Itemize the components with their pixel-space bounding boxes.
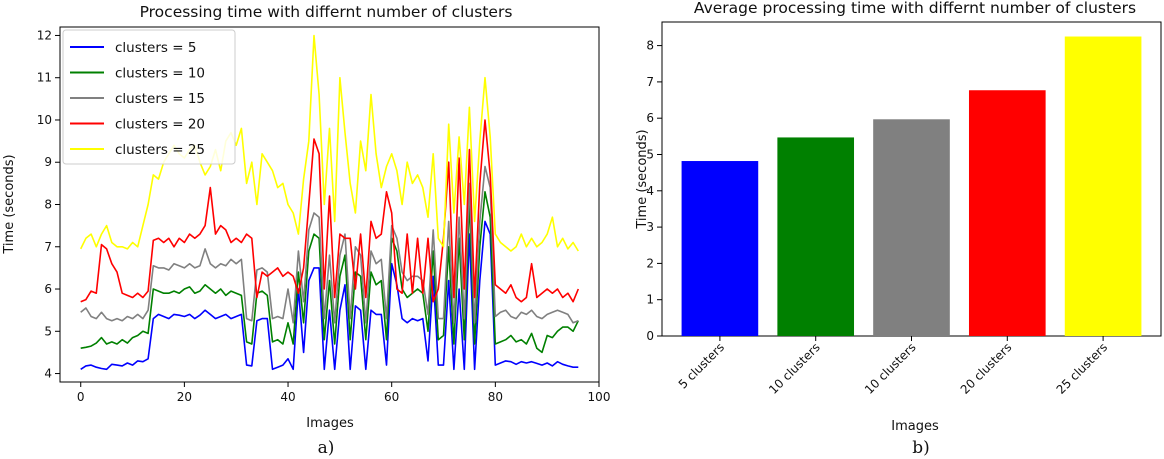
x-tick-label: 60 (384, 390, 399, 404)
bar-chart: Average processing time with differnt nu… (635, 0, 1162, 458)
bar-chart-x-axis-label: Images (891, 419, 939, 434)
x-tick-label: 80 (488, 390, 503, 404)
x-tick-label: 20 (177, 390, 192, 404)
x-tick-label: 40 (280, 390, 295, 404)
bar-1 (681, 161, 759, 336)
series-line-4 (80, 119, 580, 303)
line-chart-legend: clusters = 5 clusters = 10 clusters = 15 cl… (62, 29, 236, 165)
series-line-3 (80, 165, 579, 324)
bar-5 (1064, 36, 1142, 336)
bar-4 (968, 90, 1046, 336)
y-tick-label: 8 (44, 198, 52, 212)
y-tick-label: 4 (44, 367, 52, 381)
bar-chart-y-axis-label: Time (seconds) (635, 129, 650, 229)
bar-chart-caption: b) (912, 438, 930, 458)
y-tick-label: 7 (44, 240, 52, 254)
x-tick-label: 10 clusters (766, 340, 823, 397)
x-tick-label: 100 (588, 390, 611, 404)
x-tick-label: 5 clusters (676, 340, 727, 391)
x-tick-label: 0 (77, 390, 85, 404)
legend-label: clusters = 10 (115, 66, 205, 82)
y-tick-label: 5 (646, 147, 654, 161)
y-tick-label: 12 (37, 28, 52, 42)
line-chart-title: Processing time with differnt number of … (140, 3, 513, 21)
y-tick-label: 3 (646, 220, 654, 234)
series-line-1 (80, 220, 579, 371)
bar-chart-title: Average processing time with differnt nu… (694, 0, 1136, 17)
bar-2 (777, 137, 855, 336)
y-tick-label: 2 (646, 256, 654, 270)
x-tick-label: 25 clusters (1054, 340, 1111, 397)
line-chart: Processing time with differnt number of … (2, 3, 610, 458)
y-tick-label: 1 (646, 293, 654, 307)
legend-box (62, 29, 236, 165)
legend-label: clusters = 15 (115, 91, 205, 107)
y-tick-label: 6 (646, 111, 654, 125)
line-chart-y-axis-label: Time (seconds) (2, 154, 17, 254)
series-line-2 (80, 191, 580, 354)
line-chart-x-axis-label: Images (306, 416, 354, 431)
y-tick-label: 11 (37, 71, 52, 85)
x-tick-label: 10 clusters (862, 340, 919, 397)
bar-3 (873, 119, 950, 336)
y-tick-label: 0 (646, 329, 654, 343)
y-tick-label: 7 (646, 75, 654, 89)
y-tick-label: 9 (44, 155, 52, 169)
y-tick-label: 6 (44, 282, 52, 296)
y-tick-label: 5 (44, 324, 52, 338)
legend-label: clusters = 5 (115, 40, 196, 56)
y-tick-label: 8 (646, 39, 654, 53)
legend-label: clusters = 20 (115, 117, 205, 133)
x-tick-label: 20 clusters (958, 340, 1015, 397)
line-chart-caption: a) (318, 438, 335, 458)
y-tick-label: 10 (37, 113, 52, 127)
legend-label: clusters = 25 (115, 142, 205, 158)
y-tick-label: 4 (646, 184, 654, 198)
